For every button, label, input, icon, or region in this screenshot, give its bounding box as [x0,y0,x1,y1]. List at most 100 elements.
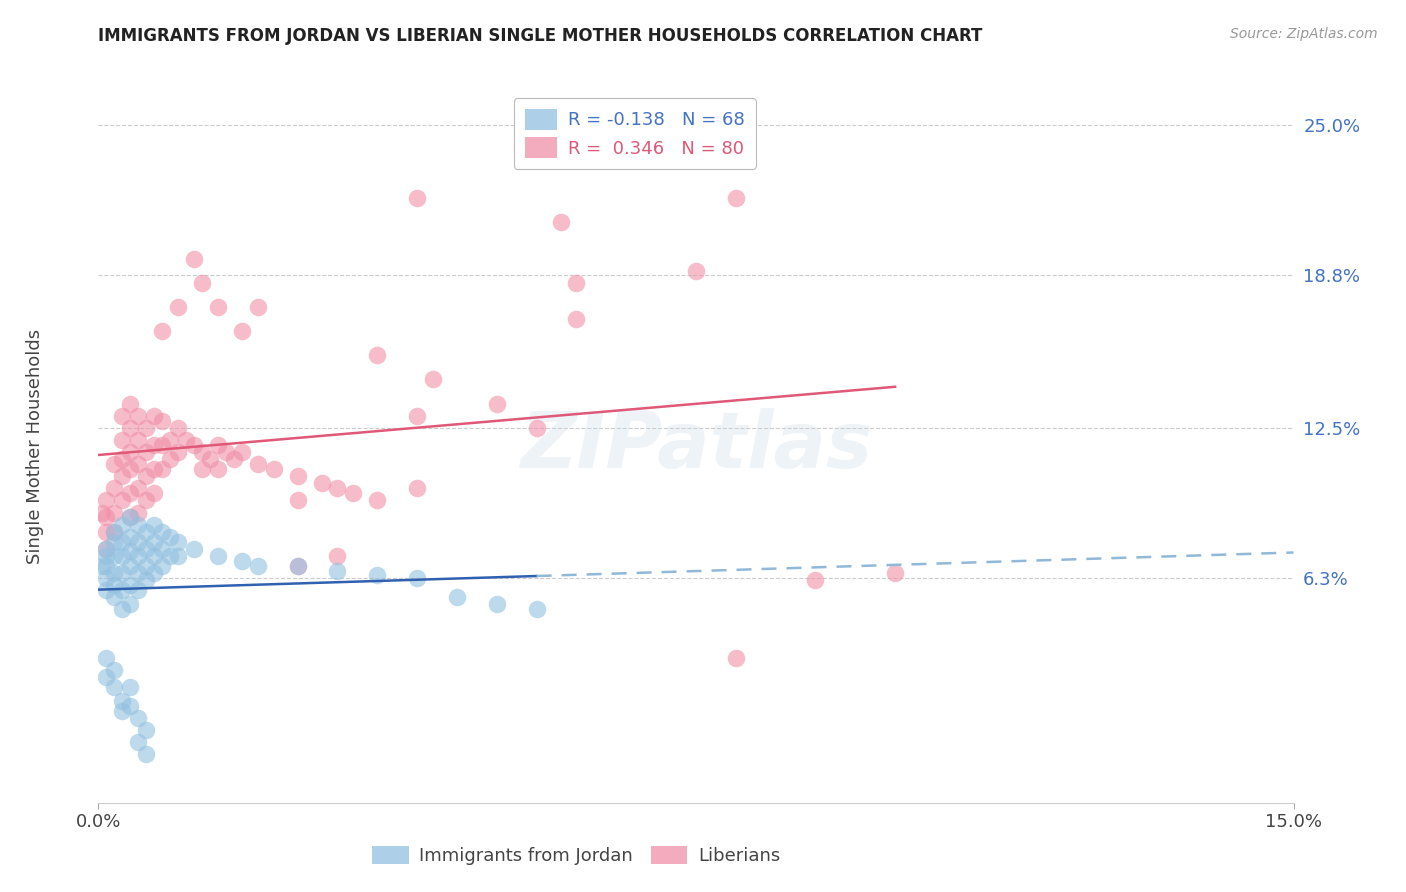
Point [342,486,364,500]
Point [207,300,229,314]
Point [127,481,149,495]
Point [167,549,190,563]
Point [120,421,142,435]
Point [485,598,508,612]
Point [111,694,134,708]
Point [207,462,229,476]
Point [111,493,134,508]
Point [246,457,269,471]
Point [143,409,166,423]
Point [111,433,134,447]
Point [287,469,309,483]
Point [231,324,253,338]
Point [96,582,118,597]
Point [111,452,134,467]
Point [143,462,166,476]
Point [111,517,134,532]
Point [127,409,149,423]
Text: IMMIGRANTS FROM JORDAN VS LIBERIAN SINGLE MOTHER HOUSEHOLDS CORRELATION CHART: IMMIGRANTS FROM JORDAN VS LIBERIAN SINGL… [98,27,983,45]
Point [127,433,149,447]
Point [724,650,747,665]
Point [446,590,468,604]
Point [159,530,181,544]
Point [103,663,125,677]
Point [565,312,588,326]
Point [150,541,173,556]
Point [111,549,134,563]
Point [103,549,125,563]
Point [135,421,157,435]
Point [135,558,157,573]
Point [485,397,508,411]
Point [246,558,269,573]
Point [406,409,429,423]
Point [111,534,134,549]
Point [111,602,134,616]
Legend: Immigrants from Jordan, Liberians: Immigrants from Jordan, Liberians [366,838,787,872]
Point [96,549,118,563]
Point [215,445,238,459]
Point [103,481,125,495]
Point [96,541,118,556]
Point [135,723,157,738]
Point [96,670,118,684]
Point [120,510,142,524]
Point [150,414,173,428]
Point [120,544,142,558]
Point [326,481,349,495]
Point [406,191,429,205]
Point [120,510,142,524]
Point [120,578,142,592]
Point [120,445,142,459]
Point [111,582,134,597]
Point [167,421,190,435]
Point [565,276,588,290]
Point [804,574,827,588]
Point [96,541,118,556]
Point [111,704,134,718]
Point [143,534,166,549]
Point [143,549,166,563]
Point [150,524,173,539]
Point [150,438,173,452]
Point [191,445,214,459]
Point [207,549,229,563]
Point [120,530,142,544]
Point [231,554,253,568]
Point [183,252,205,266]
Point [287,558,309,573]
Point [366,493,388,508]
Point [111,409,134,423]
Point [326,549,349,563]
Point [120,598,142,612]
Point [884,566,907,580]
Text: Source: ZipAtlas.com: Source: ZipAtlas.com [1230,27,1378,41]
Point [311,476,333,491]
Point [143,486,166,500]
Point [127,534,149,549]
Point [231,445,253,459]
Point [150,462,173,476]
Text: ZIPatlas: ZIPatlas [520,408,872,484]
Point [96,510,118,524]
Point [198,452,221,467]
Point [135,574,157,588]
Point [526,602,548,616]
Point [103,680,125,694]
Point [159,549,181,563]
Point [135,469,157,483]
Point [326,564,349,578]
Point [103,590,125,604]
Point [406,481,429,495]
Point [526,421,548,435]
Point [207,438,229,452]
Point [143,517,166,532]
Point [127,517,149,532]
Point [127,566,149,580]
Point [167,445,190,459]
Point [96,493,118,508]
Point [127,735,149,749]
Point [103,506,125,520]
Point [120,699,142,714]
Point [167,534,190,549]
